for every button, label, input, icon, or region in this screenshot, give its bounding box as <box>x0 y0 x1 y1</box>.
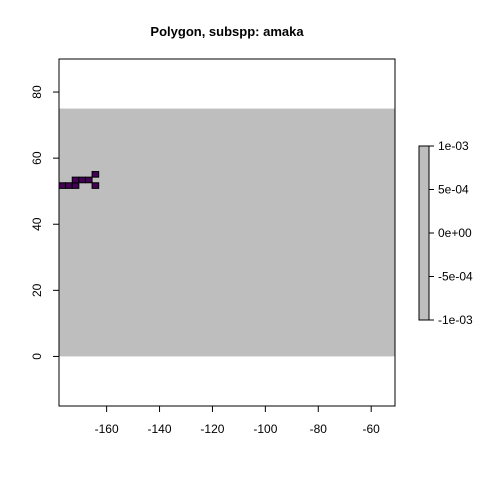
y-tick-label: 20 <box>30 283 44 297</box>
polygon-cell-6 <box>91 171 100 178</box>
x-tick-label: -140 <box>148 422 172 436</box>
y-tick-label: 80 <box>30 85 44 99</box>
chart-title: Polygon, subspp: amaka <box>150 24 304 39</box>
x-tick-label: -100 <box>253 422 277 436</box>
legend-tick-label: 1e-03 <box>438 139 469 153</box>
legend-colorbar <box>418 145 430 321</box>
x-tick-label: -120 <box>200 422 224 436</box>
y-axis: 0 20 40 60 80 <box>30 85 60 360</box>
polygon-cell-4 <box>78 176 86 184</box>
legend-tick-label: -1e-03 <box>438 313 473 327</box>
polygon-cell-2 <box>71 182 80 189</box>
legend-tick-label: 0e+00 <box>438 226 472 240</box>
legend-tick-label: 5e-04 <box>438 183 469 197</box>
y-tick-label: 0 <box>30 353 44 360</box>
y-tick-label: 40 <box>30 217 44 231</box>
polygon-cell-3 <box>71 176 80 184</box>
polygon-cell-1 <box>65 182 73 189</box>
polygon-cell-0 <box>58 182 67 189</box>
raster-background <box>59 108 395 357</box>
legend: 1e-03 5e-04 0e+00 -5e-04 -1e-03 <box>418 139 473 327</box>
y-tick-label: 60 <box>30 151 44 165</box>
x-tick-label: -80 <box>310 422 328 436</box>
x-tick-label: -160 <box>95 422 119 436</box>
x-tick-label: -60 <box>363 422 381 436</box>
plot-panel <box>58 58 396 407</box>
legend-tick-label: -5e-04 <box>438 270 473 284</box>
polygon-cell-5 <box>84 176 93 184</box>
x-axis: -160 -140 -120 -100 -80 -60 <box>95 405 381 436</box>
polygon-cell-7 <box>91 182 100 189</box>
